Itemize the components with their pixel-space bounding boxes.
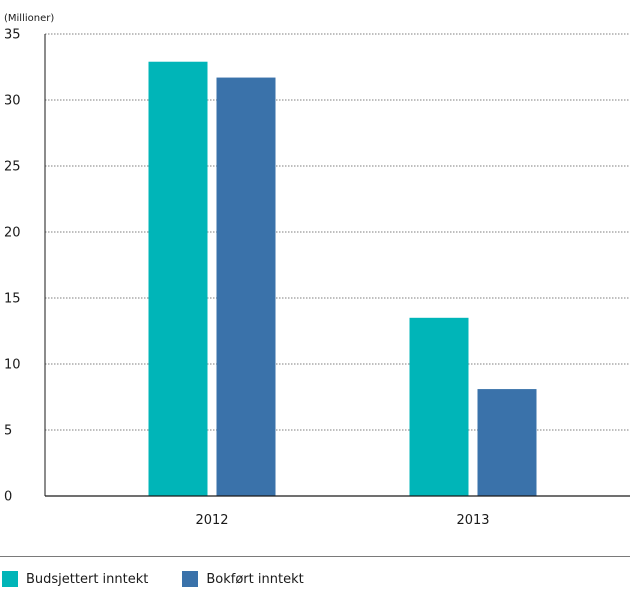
y-tick-label: 20: [4, 226, 21, 241]
y-axis-unit-label: (Millioner): [4, 13, 54, 24]
y-tick-label: 0: [4, 490, 12, 505]
legend-swatch-bokfort: [182, 571, 199, 587]
x-tick-label-2013: 2013: [456, 513, 489, 528]
bars: [148, 61, 537, 496]
bar-2012-series-0: [148, 61, 208, 496]
x-tick-label-2012: 2012: [195, 513, 228, 528]
gridlines: [45, 33, 630, 431]
y-axis-ticks: 0 5 10 15 20 25 30 35: [4, 28, 21, 505]
y-tick-label: 10: [4, 358, 21, 373]
legend-item-bokfort: Bokført inntekt: [182, 571, 304, 587]
bar-2012-series-1: [216, 77, 276, 496]
y-tick-label: 15: [4, 292, 21, 307]
bar-chart: (Millioner) 0 5 10 15 20 25 30 35 2012 2013: [4, 13, 630, 528]
bar-2013-series-1: [477, 389, 537, 496]
legend-item-budsjettert: Budsjettert inntekt: [2, 571, 148, 587]
legend-label-budsjettert: Budsjettert inntekt: [26, 571, 149, 587]
y-tick-label: 5: [4, 424, 12, 439]
legend: Budsjettert inntekt Bokført inntekt: [2, 571, 338, 587]
y-tick-label: 30: [4, 94, 21, 109]
y-tick-label: 35: [4, 28, 21, 43]
y-tick-label: 25: [4, 160, 21, 175]
legend-divider: [0, 556, 630, 557]
bar-2013-series-0: [409, 317, 469, 496]
x-axis-ticks: 2012 2013: [195, 513, 489, 528]
legend-label-bokfort: Bokført inntekt: [206, 571, 304, 587]
legend-swatch-budsjettert: [2, 571, 18, 587]
